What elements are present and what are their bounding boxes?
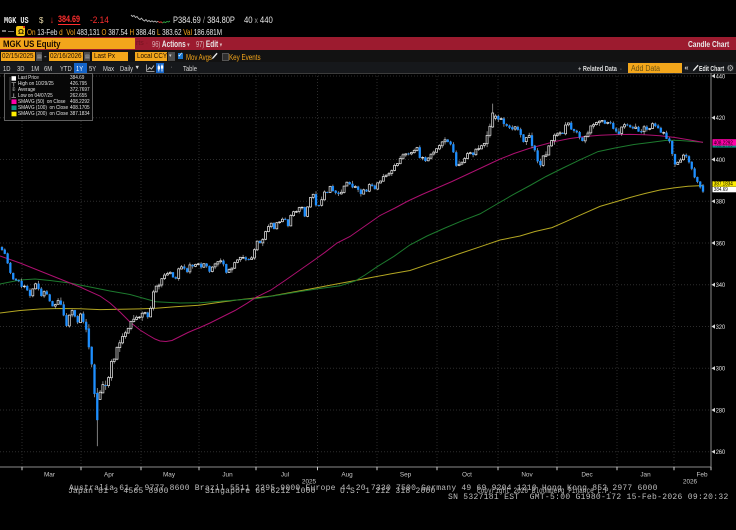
svg-text:Apr: Apr <box>104 472 115 479</box>
svg-text:387.1834: 387.1834 <box>714 182 733 188</box>
svg-text:Jun: Jun <box>222 472 233 479</box>
svg-text:Dec: Dec <box>581 472 593 479</box>
svg-text:Sep: Sep <box>400 472 412 479</box>
svg-text:300: 300 <box>716 366 726 373</box>
svg-text:Aug: Aug <box>341 472 353 479</box>
svg-text:360: 360 <box>716 240 726 247</box>
svg-text:Jul: Jul <box>281 472 289 479</box>
svg-text:2026: 2026 <box>683 479 698 486</box>
svg-text:260: 260 <box>716 449 726 456</box>
svg-text:May: May <box>163 472 176 479</box>
svg-text:Mar: Mar <box>44 472 56 479</box>
svg-text:408.2292: 408.2292 <box>714 141 733 147</box>
svg-text:340: 340 <box>716 282 726 289</box>
svg-text:440: 440 <box>716 73 726 80</box>
svg-text:280: 280 <box>716 407 726 414</box>
svg-text:380: 380 <box>716 199 726 206</box>
svg-text:384.69: 384.69 <box>714 187 728 193</box>
svg-text:2025: 2025 <box>302 479 317 486</box>
svg-text:400: 400 <box>716 157 726 164</box>
svg-text:320: 320 <box>716 324 726 331</box>
svg-text:Nov: Nov <box>521 472 533 479</box>
svg-text:420: 420 <box>716 115 726 122</box>
svg-text:Jan: Jan <box>640 472 651 479</box>
svg-text:Feb: Feb <box>696 472 707 479</box>
svg-text:Oct: Oct <box>462 472 472 479</box>
